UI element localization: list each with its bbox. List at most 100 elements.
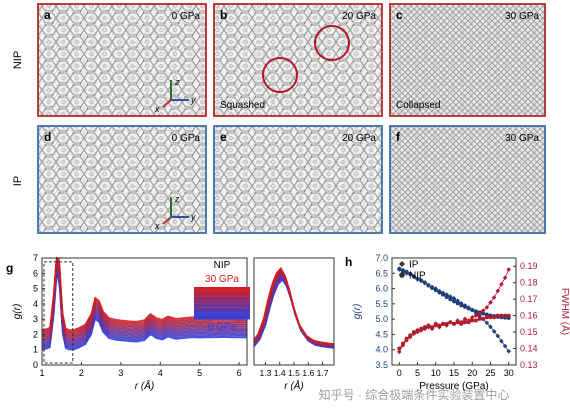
axis-x-arrow [162,216,172,225]
g-legend-gradient-band [194,296,250,299]
h-y2-tick-label: 0.13 [520,360,538,370]
h-point [492,315,497,320]
h-point [455,320,460,325]
g-y-tick-label: 7 [33,253,38,263]
h-x-axis-label: Pressure (GPa) [419,381,488,392]
h-point [426,323,431,328]
h-point [459,321,464,326]
axis-z-label: z [174,194,180,204]
g-y-tick-label: 1 [33,345,38,355]
panel-b-frame [213,3,383,117]
h-legend-marker [399,261,405,267]
panel-e-structure-overlay [214,126,382,233]
h-point [495,313,500,318]
g-legend-gradient-band [194,289,250,292]
g-series-line [42,257,247,335]
h-point [411,330,416,335]
h-point [441,321,446,326]
g-series-line [42,259,247,339]
row-label-ip: IP [12,176,24,186]
g-legend-gradient-band [194,293,250,297]
h-point [502,275,508,281]
h-point [466,320,471,325]
g-series-line [42,258,247,338]
h-point [419,326,424,331]
h-point [396,349,402,355]
g-x-tick-label: 5 [197,368,202,378]
panel-letter-b: b [220,8,227,22]
h-point [459,303,464,308]
inset-x-tick-label: 1.5 [288,368,300,378]
h-point [506,267,512,272]
h-point [503,313,508,318]
h-point [455,298,460,304]
h-y-axis-label: g(r) [352,304,363,320]
h-point [452,299,456,304]
axis-x-arrow [162,99,172,108]
g-series-group [42,256,247,351]
h-point [470,307,475,312]
h-x-tick-label: 20 [467,368,477,378]
g-x-tick-label: 1 [39,368,44,378]
h-point [499,282,504,287]
highlight-circle-2 [314,25,350,61]
g-legend-high: 30 GPa [205,274,239,285]
axis-triad-d: zy x [154,194,196,231]
h-point [433,321,438,326]
panel-c-structure-overlay [390,4,545,116]
h-point [495,288,501,294]
panel-letter-g: g [6,261,13,275]
h-y2-tick-label: 0.16 [520,311,538,321]
g-legend-gradient-band [194,316,250,320]
panel-d-structure-overlay [38,126,206,233]
h-x-tick-label: 0 [397,368,402,378]
h-y-tick-label: 6.5 [375,268,388,278]
h-point [499,338,504,344]
g-series-line [42,266,247,347]
inset-x-tick-label: 1.3 [260,368,272,378]
panel-pressure-d: 0 GPa [172,133,201,144]
panel-pressure-e: 20 GPa [342,133,376,144]
h-point [477,316,482,321]
g-y-tick-label: 4 [33,299,38,309]
panel-d-frame [37,125,207,234]
g-x-tick-label: 4 [158,368,163,378]
h-point [430,285,435,290]
h-point [422,280,427,285]
h-point [488,315,493,320]
inset-x-axis-label: r (Å) [284,379,303,392]
g-legend-low: 0 GPa [208,322,237,333]
g-legend: NIP 30 GPa 0 GPa [194,260,250,333]
h-point [448,294,453,299]
h-point [448,320,453,325]
h-point [480,308,486,313]
axis-y-label: y [190,95,196,105]
h-y-tick-label: 4.0 [375,345,388,355]
g-series-line [42,262,247,343]
g-series-line [42,263,247,344]
h-series-3 [397,313,511,351]
inset-x-tick-label: 1.6 [302,368,314,378]
h-point [502,343,508,349]
h-point [506,313,511,318]
h-y2-tick-label: 0.19 [520,261,538,271]
panel-letter-f: f [396,130,401,144]
axis-y-label: y [190,212,196,222]
panel-letter-d: d [44,130,51,144]
h-y-tick-label: 4.5 [375,329,388,339]
panel-letter-c: c [396,8,403,22]
g-y-tick-label: 6 [33,268,38,278]
h-point [444,321,449,326]
panel-b-structure-overlay [214,4,382,116]
panel-caption-c: Collapsed [396,100,440,111]
h-point [408,333,413,338]
h-point [415,276,420,281]
g-x-axis-label: r (Å) [135,379,154,392]
g-legend-gradient-band [194,305,250,308]
h-y2-tick-label: 0.18 [520,278,538,288]
g-y-tick-label: 5 [33,284,38,294]
g-series-line [42,270,247,348]
